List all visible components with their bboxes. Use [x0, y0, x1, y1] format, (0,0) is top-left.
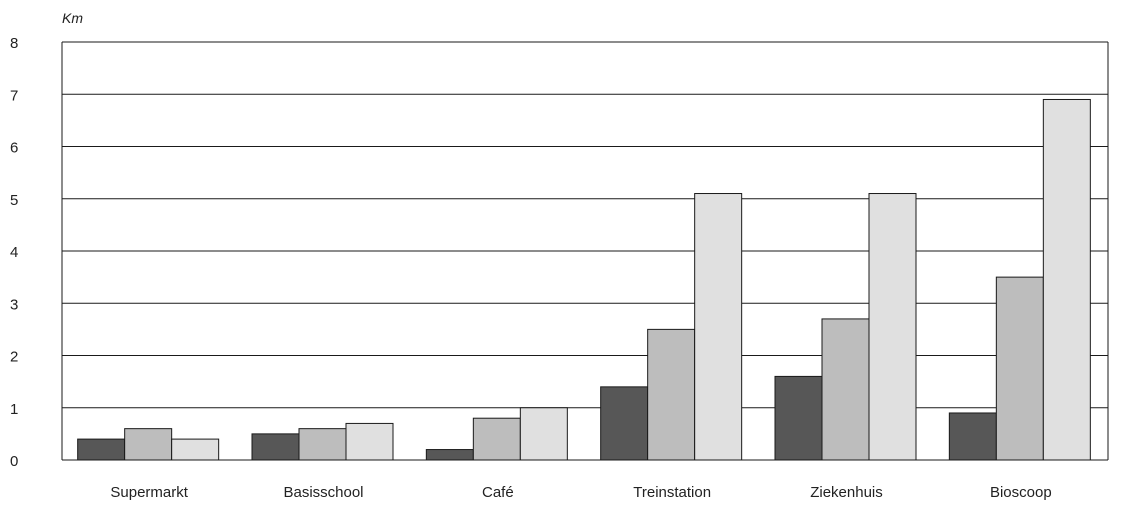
- x-category-label: Supermarkt: [110, 484, 188, 501]
- bar-café-2: [472, 417, 521, 461]
- bar-café-3: [519, 407, 568, 461]
- bar-supermarkt-2: [124, 428, 173, 461]
- bar-bioscoop-3: [1042, 98, 1091, 461]
- y-tick-label: 6: [10, 140, 18, 157]
- gridlines: [62, 41, 1108, 409]
- y-tick-label: 7: [10, 87, 18, 104]
- bar-treinstation-2: [647, 328, 696, 461]
- y-tick-label: 5: [10, 192, 18, 209]
- bar-bioscoop-2: [995, 276, 1044, 461]
- y-tick-label: 8: [10, 35, 18, 52]
- y-tick-label: 0: [10, 453, 18, 470]
- x-category-label: Basisschool: [283, 484, 363, 501]
- bar-basisschool-2: [298, 428, 347, 461]
- x-category-label: Café: [482, 484, 514, 501]
- bar-basisschool-1: [251, 433, 300, 461]
- y-axis-unit-label: Km: [62, 10, 83, 26]
- bar-café-1: [425, 449, 474, 461]
- bars: [77, 98, 1091, 461]
- axes: [61, 41, 1109, 461]
- y-tick-label: 4: [10, 244, 18, 261]
- x-category-labels: Supermarkt Basisschool Café Treinstation Zie…: [110, 484, 1051, 501]
- bar-treinstation-3: [694, 193, 743, 461]
- x-category-label: Ziekenhuis: [810, 484, 883, 501]
- x-category-label: Treinstation: [633, 484, 711, 501]
- bar-treinstation-1: [600, 386, 649, 461]
- bar-supermarkt-3: [171, 438, 220, 461]
- bar-basisschool-3: [345, 422, 394, 461]
- y-tick-label: 1: [10, 401, 18, 418]
- y-tick-label: 2: [10, 349, 18, 366]
- bar-supermarkt-1: [77, 438, 126, 461]
- bar-ziekenhuis-2: [821, 318, 870, 461]
- bar-ziekenhuis-3: [868, 193, 917, 461]
- x-category-label: Bioscoop: [990, 484, 1052, 501]
- y-tick-label: 3: [10, 296, 18, 313]
- bar-bioscoop-1: [948, 412, 997, 461]
- bar-ziekenhuis-1: [774, 375, 823, 461]
- y-tick-labels: 0 1 2 3 4 5 6 7 8: [10, 35, 18, 470]
